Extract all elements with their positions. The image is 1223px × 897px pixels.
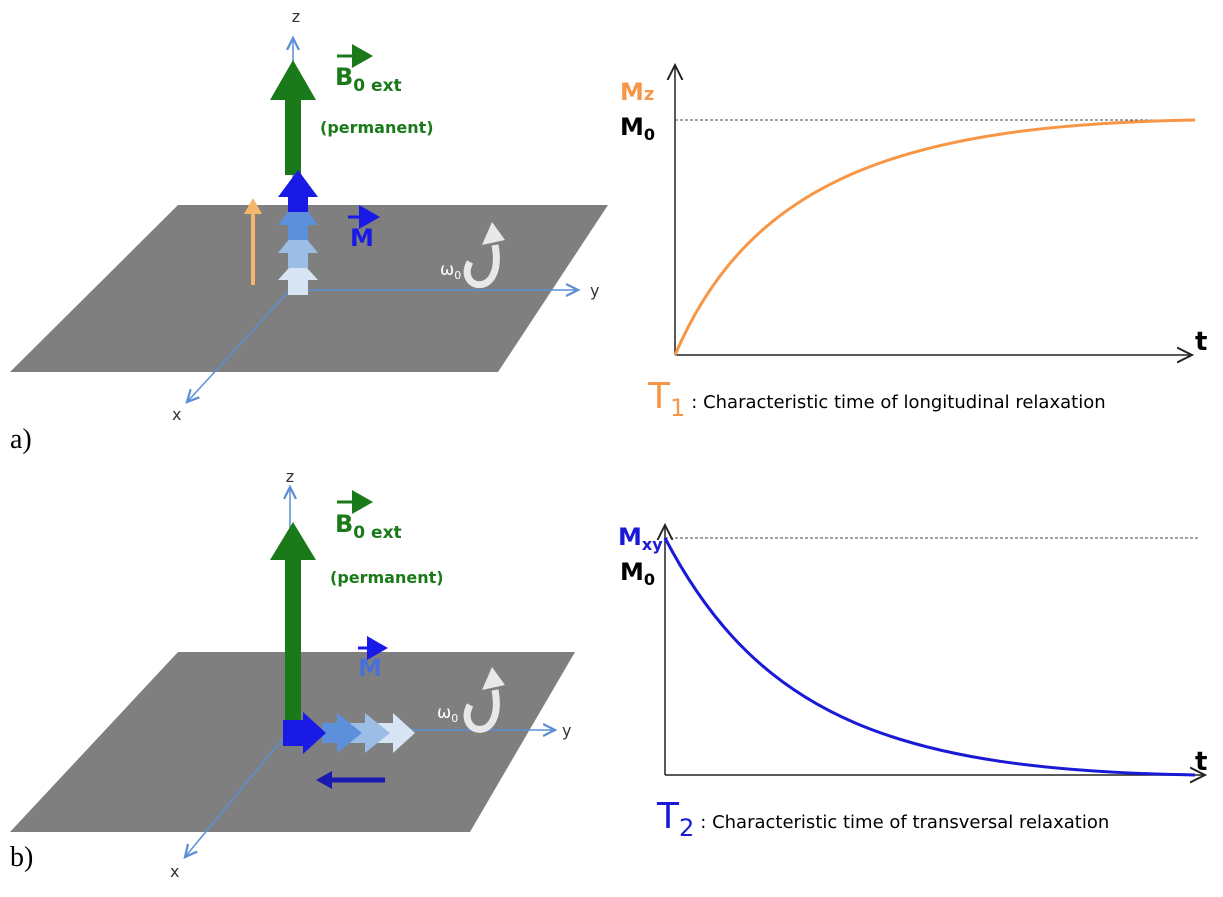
rotation-label: ω0 [440,260,461,282]
spin-head [316,771,332,789]
rotation-symbol: ω [440,260,454,280]
spin-head [244,198,262,214]
panel-a: z y x B0 ext (permanent) M ω0 Mz M0 t T1… [10,7,1207,455]
panel-label: a) [10,424,32,455]
z-label: z [292,7,300,26]
m-arrow [278,258,318,295]
rotation-subscript: 0 [451,712,458,725]
magnetization-label: M [350,224,374,252]
m-arrow [322,713,362,753]
graph-y-label: Mxy [618,523,663,554]
y-label: y [590,281,599,300]
z-label: z [286,467,294,486]
caption-symbol: T [647,376,671,417]
y-symbol: M [620,78,644,106]
field-shaft [285,560,301,725]
rotation-arrow [463,244,500,289]
field-subscript: 0 ext [353,76,401,96]
caption-subscript: 2 [679,814,694,842]
field-shaft [285,100,301,175]
caption-text: : Characteristic time of longitudinal re… [691,392,1105,413]
x-axis [185,729,291,857]
panel-label: b) [10,842,33,873]
field-note: (permanent) [320,118,434,137]
caption: T2 : Characteristic time of transversal r… [656,796,1109,842]
ref-subscript: 0 [644,125,655,144]
m-arrow [278,198,318,240]
field-label: B0 ext [335,510,402,543]
m-arrow [278,228,318,268]
ref-symbol: M [620,558,644,586]
y-label: y [562,721,571,740]
graph-x-label: t [1195,327,1207,357]
reference-label: M0 [620,113,655,144]
rotation-symbol: ω [437,703,451,723]
x-label: x [172,405,181,424]
x-axis [187,289,291,402]
caption: T1 : Characteristic time of longitudinal … [647,376,1106,422]
field-symbol: B [335,63,353,91]
graph-y-label: Mz [620,78,654,106]
caption-text: : Characteristic time of transversal rel… [700,812,1109,833]
ref-symbol: M [620,113,644,141]
caption-subscript: 1 [670,394,685,422]
field-head [270,522,316,560]
rotation-head [482,667,505,690]
field-symbol: B [335,510,353,538]
rotation-subscript: 0 [454,269,461,282]
m-arrow [278,170,318,212]
graph-x-label: t [1195,747,1207,777]
y-subscript: xy [642,535,663,554]
y-subscript: z [644,84,654,105]
plane [10,205,608,372]
ref-subscript: 0 [644,570,655,589]
m-arrow [283,712,326,754]
field-note: (permanent) [330,568,444,587]
rotation-label: ω0 [437,703,458,725]
magnetization-label: M [358,654,382,682]
relaxation-curve [663,537,1196,777]
field-label: B0 ext [335,63,402,96]
reference-label: M0 [620,558,655,589]
panel-b: z y x B0 ext (permanent) M ω0 Mxy M0 t T… [10,467,1207,881]
field-head [270,60,316,100]
rotation-head [482,222,505,245]
rotation-arrow [463,689,500,733]
relaxation-curve [673,118,1196,356]
field-subscript: 0 ext [353,523,401,543]
y-symbol: M [618,523,642,551]
caption-symbol: T [656,796,680,837]
x-label: x [170,862,179,881]
m-arrow [350,713,390,753]
m-arrow [378,713,415,753]
